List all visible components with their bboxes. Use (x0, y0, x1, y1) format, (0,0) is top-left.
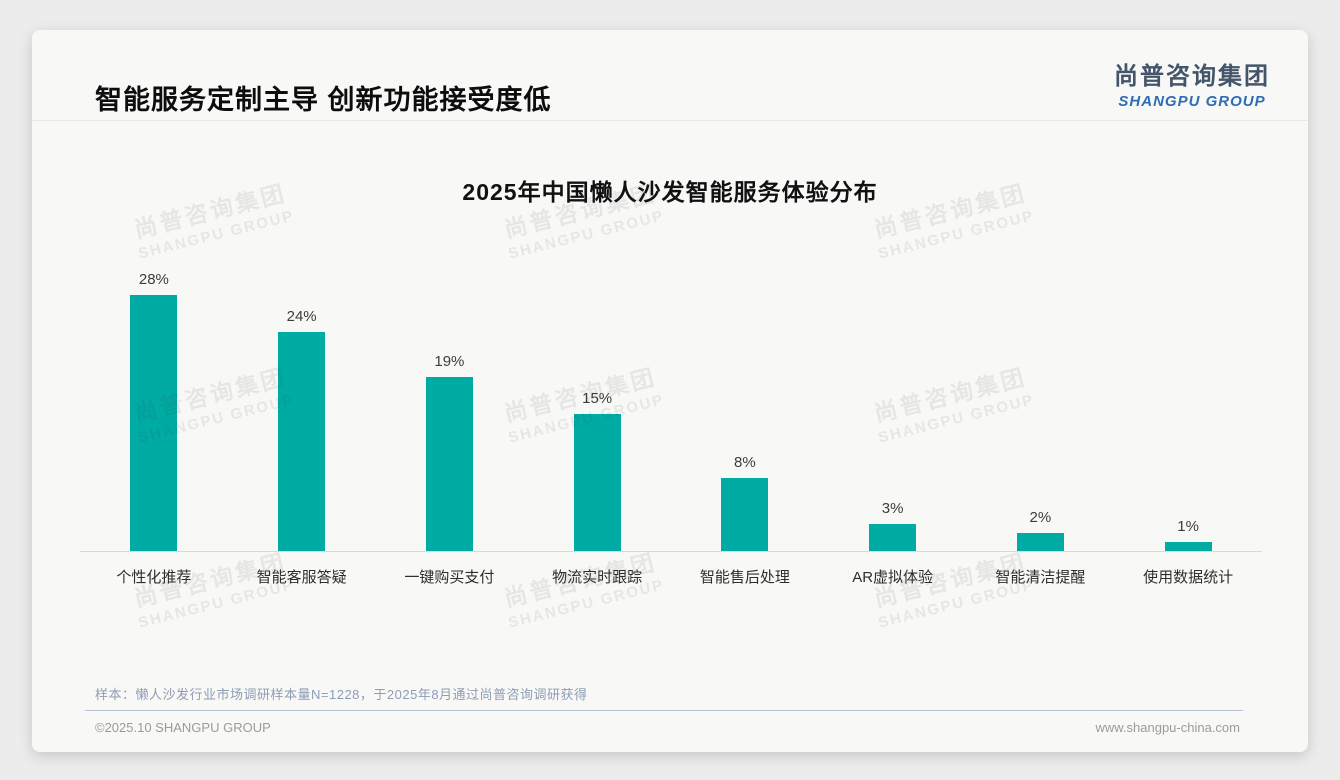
chart-x-labels: 个性化推荐 智能客服答疑 一键购买支付 物流实时跟踪 智能售后处理 AR虚拟体验 智能清洁提… (80, 566, 1262, 587)
bar (1016, 533, 1064, 551)
website-link[interactable]: www.shangpu-china.com (1095, 720, 1240, 735)
bar (278, 332, 326, 551)
company-logo-cn: 尚普咨询集团 (1114, 63, 1270, 90)
x-axis-line (80, 551, 1262, 552)
bar-column: 8% (671, 454, 819, 551)
bar-column: 1% (1114, 518, 1262, 551)
bar-column: 15% (523, 390, 671, 551)
x-axis-label: 个性化推荐 (116, 569, 192, 586)
bar-value-label: 3% (881, 500, 904, 517)
bar-value-label: 19% (434, 353, 465, 370)
copyright-text: ©2025.10 SHANGPU GROUP (95, 720, 271, 735)
slide-card: 智能服务定制主导 创新功能接受度低 尚普咨询集团 SHANGPU GROUP 2… (32, 30, 1308, 752)
bar-column: 3% (819, 500, 967, 551)
bar-column: 2% (967, 509, 1115, 551)
chart-plot: 28% 24% 19% 15% 8% 3% 2% 1% (80, 245, 1262, 551)
bar (573, 414, 621, 551)
x-axis-label: 物流实时跟踪 (552, 569, 643, 586)
x-axis-label: 智能售后处理 (699, 569, 790, 586)
bar-column: 19% (376, 353, 524, 551)
bar-column: 28% (80, 271, 228, 551)
sample-note: 样本：懒人沙发行业市场调研样本量N=1228，于2025年8月通过尚普咨询调研获… (95, 687, 588, 702)
bar-column: 24% (228, 308, 376, 551)
bar-value-label: 28% (138, 271, 169, 288)
bar (721, 478, 769, 551)
watermark: 尚普咨询集团 SHANGPU GROUP (498, 542, 667, 632)
header-divider (32, 120, 1308, 121)
chart-title: 2025年中国懒人沙发智能服务体验分布 (462, 179, 878, 205)
bar-value-label: 1% (1177, 518, 1199, 535)
page-title: 智能服务定制主导 创新功能接受度低 (95, 85, 552, 115)
watermark: 尚普咨询集团 SHANGPU GROUP (868, 542, 1037, 632)
bar-value-label: 8% (734, 454, 756, 471)
bar (1164, 542, 1212, 551)
watermark: 尚普咨询集团 SHANGPU GROUP (128, 542, 297, 632)
bar (130, 295, 178, 551)
footer-divider (85, 710, 1243, 711)
x-axis-label: 一键购买支付 (404, 569, 495, 586)
bar (425, 377, 473, 551)
bar-value-label: 2% (1029, 509, 1052, 526)
x-axis-label: AR虚拟体验 (852, 569, 934, 586)
x-axis-label: 使用数据统计 (1143, 569, 1234, 586)
bar (869, 524, 917, 551)
x-axis-label: 智能清洁提醒 (995, 569, 1086, 586)
x-axis-label: 智能客服答疑 (256, 569, 347, 586)
bar-value-label: 24% (286, 308, 317, 325)
company-logo-en: SHANGPU GROUP (1118, 93, 1266, 110)
bar-value-label: 15% (582, 390, 613, 407)
company-logo: 尚普咨询集团 SHANGPU GROUP (1114, 56, 1270, 110)
